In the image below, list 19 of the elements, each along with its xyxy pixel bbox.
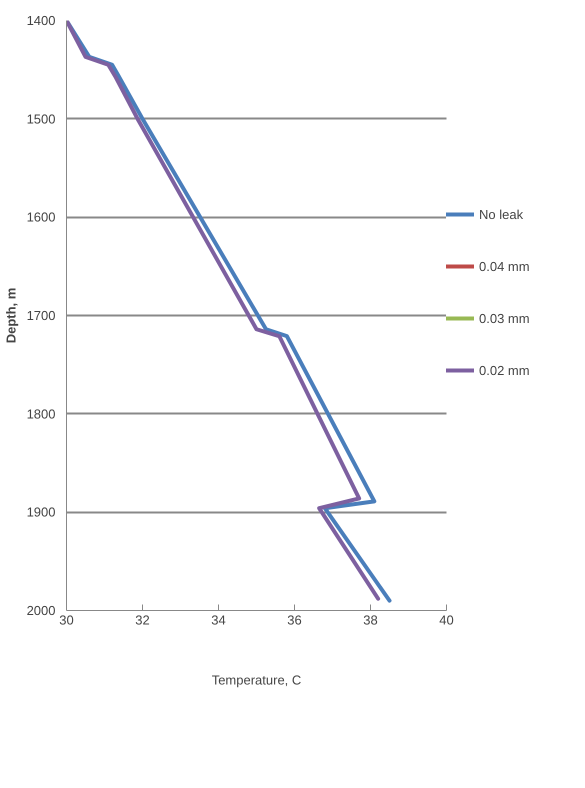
legend-label: 0.03 mm — [479, 310, 530, 326]
legend-label: No leak — [479, 206, 524, 222]
x-tick-label: 36 — [287, 612, 302, 628]
x-tick-label: 40 — [439, 612, 454, 628]
y-tick-label: 1600 — [26, 210, 56, 225]
y-tick-label: 1400 — [26, 13, 56, 28]
y-tick-label: 1700 — [26, 308, 56, 323]
x-tick-label: 30 — [59, 612, 74, 628]
y-tick-label: 1500 — [26, 111, 56, 126]
legend-label: 0.02 mm — [479, 362, 530, 378]
y-tick-label: 2000 — [26, 603, 56, 618]
legend-label: 0.04 mm — [479, 258, 530, 274]
y-tick-label: 1800 — [26, 406, 56, 422]
y-axis-title: Depth, m — [4, 288, 19, 344]
x-tick-label: 38 — [363, 612, 378, 628]
x-tick-label: 32 — [135, 612, 150, 628]
x-axis-title: Temperature, C — [212, 672, 302, 688]
y-tick-label: 1900 — [26, 504, 56, 520]
x-tick-label: 34 — [211, 612, 226, 628]
